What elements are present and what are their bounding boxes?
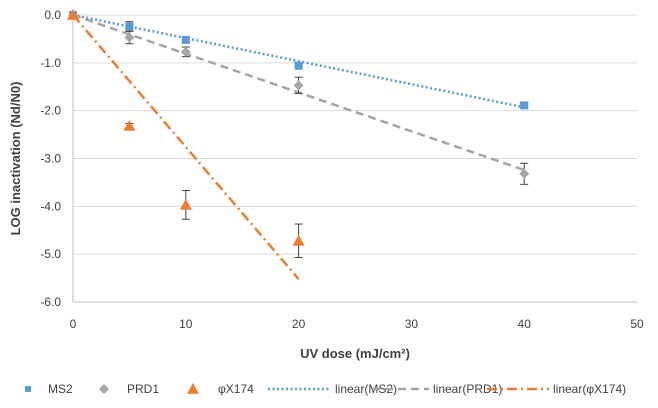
error-bars bbox=[69, 13, 529, 259]
y-tick-label: -5.0 bbox=[40, 247, 61, 261]
point-x174 bbox=[67, 9, 79, 20]
x-tick-labels: 0 10 20 30 40 50 bbox=[70, 317, 644, 331]
data-points bbox=[67, 9, 530, 246]
trendline-x174 bbox=[72, 14, 300, 280]
point-prd1 bbox=[180, 46, 191, 57]
legend-label-ms2: MS2 bbox=[48, 382, 73, 396]
plot-area: 0 10 20 30 40 50 0.0 -1.0 -2.0 -3.0 -4.0 -5.0 -6.0 bbox=[40, 8, 644, 331]
y-tick-label: -3.0 bbox=[40, 152, 61, 166]
legend-marker-prd1 bbox=[99, 384, 109, 394]
legend-label-trend-ms2: linear(MS2) bbox=[335, 382, 397, 396]
legend: MS2 PRD1 φX174 linear(MS2) linear(PRD1) linea… bbox=[25, 382, 626, 396]
point-x174 bbox=[179, 198, 192, 210]
point-prd1 bbox=[293, 80, 304, 91]
y-tick-label: -4.0 bbox=[40, 199, 61, 213]
x-tick-label: 0 bbox=[70, 317, 77, 331]
point-ms2 bbox=[294, 61, 303, 70]
x-tick-label: 50 bbox=[630, 317, 644, 331]
point-prd1 bbox=[519, 168, 530, 179]
legend-marker-x174 bbox=[187, 383, 199, 394]
y-tick-label: 0.0 bbox=[44, 8, 61, 22]
x-tick-label: 30 bbox=[405, 317, 419, 331]
legend-label-trend-prd1: linear(PRD1) bbox=[433, 382, 502, 396]
legend-label-trend-x174: linear(φX174) bbox=[553, 382, 626, 396]
y-tick-label: -2.0 bbox=[40, 104, 61, 118]
point-ms2 bbox=[520, 101, 529, 110]
point-ms2 bbox=[125, 22, 134, 31]
point-ms2 bbox=[181, 35, 190, 44]
y-tick-label: -6.0 bbox=[40, 295, 61, 309]
y-tick-labels: 0.0 -1.0 -2.0 -3.0 -4.0 -5.0 -6.0 bbox=[40, 8, 61, 309]
x-axis-title: UV dose (mJ/cm²) bbox=[300, 346, 410, 361]
y-tick-label: -1.0 bbox=[40, 56, 61, 70]
x-tick-label: 40 bbox=[518, 317, 532, 331]
legend-marker-ms2 bbox=[25, 386, 31, 392]
x-tick-label: 10 bbox=[179, 317, 193, 331]
gridlines bbox=[73, 14, 637, 303]
trendline-ms2 bbox=[72, 13, 525, 109]
y-axis-title: LOG inactivation (Nd/N0) bbox=[8, 82, 23, 236]
x-tick-label: 20 bbox=[292, 317, 306, 331]
point-x174 bbox=[292, 234, 305, 246]
legend-label-x174: φX174 bbox=[218, 382, 254, 396]
legend-label-prd1: PRD1 bbox=[127, 382, 159, 396]
point-prd1 bbox=[124, 32, 135, 43]
point-x174 bbox=[123, 119, 136, 131]
